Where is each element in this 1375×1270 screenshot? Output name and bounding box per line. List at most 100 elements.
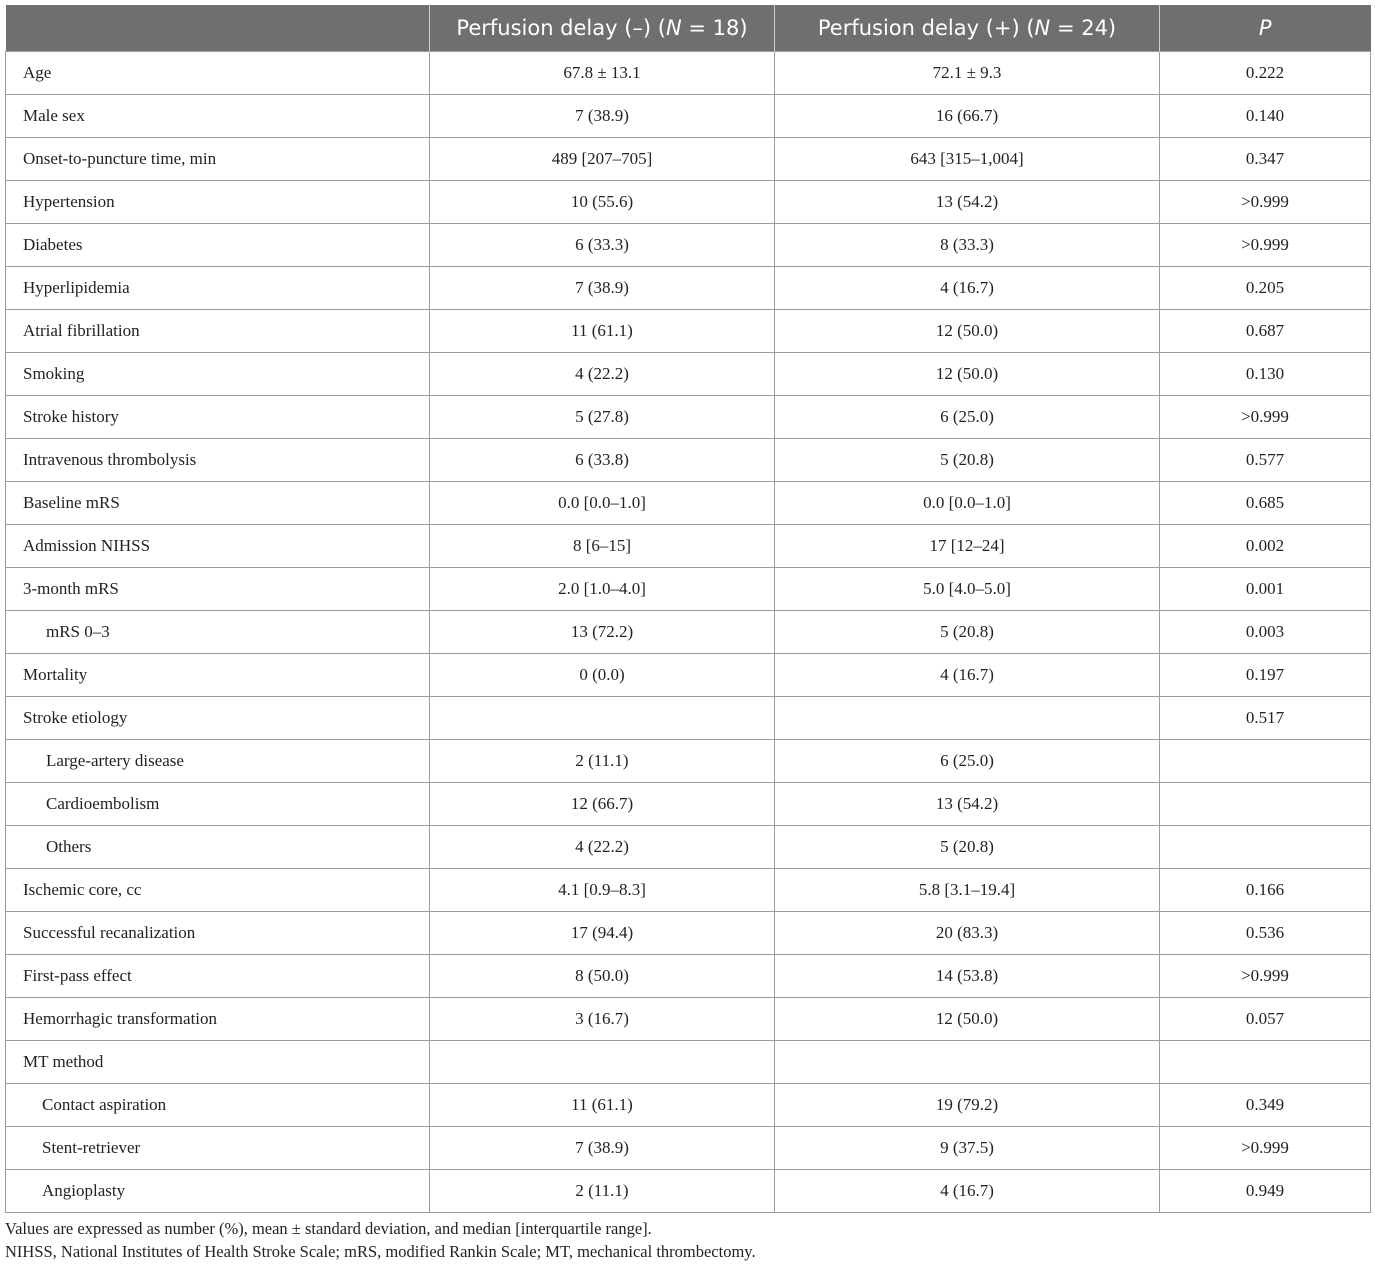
cell-no-delay: 5 (27.8)	[429, 395, 775, 439]
table-row: Ischemic core, cc 4.1 [0.9–8.3] 5.8 [3.1–1…	[5, 868, 1371, 912]
row-label: 3-month mRS	[5, 567, 430, 611]
cell-no-delay: 11 (61.1)	[429, 1083, 775, 1127]
row-label: Angioplasty	[5, 1169, 430, 1213]
table-row: Intravenous thrombolysis 6 (33.8) 5 (20.8)…	[5, 438, 1371, 482]
cell-no-delay: 0 (0.0)	[429, 653, 775, 697]
cell-p-value: 0.205	[1159, 266, 1371, 310]
cell-delay: 72.1 ± 9.3	[774, 51, 1160, 95]
table-row: Successful recanalization 17 (94.4) 20 (83…	[5, 911, 1371, 955]
row-label: Smoking	[5, 352, 430, 396]
cell-p-value: 0.347	[1159, 137, 1371, 181]
cell-delay: 12 (50.0)	[774, 997, 1160, 1041]
row-label: MT method	[5, 1040, 430, 1084]
table-row: Admission NIHSS 8 [6–15] 17 [12–24] 0.002	[5, 524, 1371, 568]
header-delay: Perfusion delay (+) (N = 24)	[774, 5, 1160, 52]
table-row: Baseline mRS 0.0 [0.0–1.0] 0.0 [0.0–1.0] 0.…	[5, 481, 1371, 525]
cell-no-delay: 11 (61.1)	[429, 309, 775, 353]
cell-delay: 12 (50.0)	[774, 309, 1160, 353]
cell-no-delay: 2 (11.1)	[429, 739, 775, 783]
header-delay-suffix: = 24)	[1050, 16, 1117, 40]
table-row: Onset-to-puncture time, min 489 [207–705]…	[5, 137, 1371, 181]
row-label: Hemorrhagic transformation	[5, 997, 430, 1041]
cell-no-delay: 67.8 ± 13.1	[429, 51, 775, 95]
row-label: Stent-retriever	[5, 1126, 430, 1170]
header-no-delay-prefix: Perfusion delay (–) (	[456, 16, 666, 40]
table-row: Stent-retriever 7 (38.9) 9 (37.5) >0.999	[5, 1126, 1371, 1170]
cell-delay: 6 (25.0)	[774, 395, 1160, 439]
table-row: Angioplasty 2 (11.1) 4 (16.7) 0.949	[5, 1169, 1371, 1213]
cell-delay: 20 (83.3)	[774, 911, 1160, 955]
cell-p-value: 0.001	[1159, 567, 1371, 611]
cell-no-delay: 7 (38.9)	[429, 266, 775, 310]
footnote-values: Values are expressed as number (%), mean…	[5, 1219, 652, 1238]
table-row: Hyperlipidemia 7 (38.9) 4 (16.7) 0.205	[5, 266, 1371, 310]
cell-p-value: >0.999	[1159, 223, 1371, 267]
cell-delay: 12 (50.0)	[774, 352, 1160, 396]
header-no-delay: Perfusion delay (–) (N = 18)	[429, 5, 775, 52]
row-label: Hyperlipidemia	[5, 266, 430, 310]
table-row: Contact aspiration 11 (61.1) 19 (79.2) 0.34…	[5, 1083, 1371, 1127]
cell-delay: 0.0 [0.0–1.0]	[774, 481, 1160, 525]
cell-no-delay	[429, 1040, 775, 1084]
cell-p-value: >0.999	[1159, 1126, 1371, 1170]
cell-delay: 13 (54.2)	[774, 180, 1160, 224]
cell-p-value: 0.166	[1159, 868, 1371, 912]
cell-no-delay: 4 (22.2)	[429, 825, 775, 869]
cell-no-delay: 7 (38.9)	[429, 94, 775, 138]
header-delay-prefix: Perfusion delay (+) (	[817, 16, 1035, 40]
cell-no-delay: 4.1 [0.9–8.3]	[429, 868, 775, 912]
table-body: Age 67.8 ± 13.1 72.1 ± 9.3 0.222 Male sex 7 (…	[5, 51, 1371, 1213]
table-row: Stroke etiology 0.517	[5, 696, 1371, 740]
table-row: Mortality 0 (0.0) 4 (16.7) 0.197	[5, 653, 1371, 697]
cell-no-delay: 489 [207–705]	[429, 137, 775, 181]
cell-delay: 16 (66.7)	[774, 94, 1160, 138]
cell-p-value	[1159, 825, 1371, 869]
row-label: Large-artery disease	[5, 739, 430, 783]
cell-p-value: 0.140	[1159, 94, 1371, 138]
cell-no-delay: 3 (16.7)	[429, 997, 775, 1041]
cell-delay: 19 (79.2)	[774, 1083, 1160, 1127]
cell-delay: 17 [12–24]	[774, 524, 1160, 568]
cell-p-value: 0.536	[1159, 911, 1371, 955]
row-label: Stroke history	[5, 395, 430, 439]
footnote-abbreviations: NIHSS, National Institutes of Health Str…	[5, 1242, 756, 1261]
cell-p-value: 0.197	[1159, 653, 1371, 697]
cell-p-value: 0.349	[1159, 1083, 1371, 1127]
cell-no-delay: 13 (72.2)	[429, 610, 775, 654]
cell-no-delay: 2.0 [1.0–4.0]	[429, 567, 775, 611]
header-p-value: P	[1159, 5, 1371, 52]
row-label: Mortality	[5, 653, 430, 697]
table-row: Diabetes 6 (33.3) 8 (33.3) >0.999	[5, 223, 1371, 267]
cell-delay: 5 (20.8)	[774, 610, 1160, 654]
cell-p-value: 0.685	[1159, 481, 1371, 525]
cell-p-value: 0.517	[1159, 696, 1371, 740]
row-label: Age	[5, 51, 430, 95]
cell-p-value	[1159, 739, 1371, 783]
data-table: Perfusion delay (–) (N = 18) Perfusion d…	[5, 5, 1371, 1213]
header-variable	[5, 5, 430, 52]
cell-delay: 4 (16.7)	[774, 653, 1160, 697]
cell-no-delay: 17 (94.4)	[429, 911, 775, 955]
cell-no-delay: 8 (50.0)	[429, 954, 775, 998]
cell-delay	[774, 696, 1160, 740]
cell-no-delay: 8 [6–15]	[429, 524, 775, 568]
table-footnotes: Values are expressed as number (%), mean…	[5, 1217, 1370, 1263]
row-label: Contact aspiration	[5, 1083, 430, 1127]
cell-delay: 4 (16.7)	[774, 1169, 1160, 1213]
row-label: Baseline mRS	[5, 481, 430, 525]
row-label: Cardioembolism	[5, 782, 430, 826]
table-row: Cardioembolism 12 (66.7) 13 (54.2)	[5, 782, 1371, 826]
row-label: Successful recanalization	[5, 911, 430, 955]
cell-p-value: 0.057	[1159, 997, 1371, 1041]
cell-p-value: >0.999	[1159, 954, 1371, 998]
cell-p-value: 0.577	[1159, 438, 1371, 482]
cell-delay: 9 (37.5)	[774, 1126, 1160, 1170]
cell-p-value: 0.687	[1159, 309, 1371, 353]
table-row: 3-month mRS 2.0 [1.0–4.0] 5.0 [4.0–5.0] 0.0…	[5, 567, 1371, 611]
cell-delay: 14 (53.8)	[774, 954, 1160, 998]
cell-no-delay: 7 (38.9)	[429, 1126, 775, 1170]
cell-no-delay: 12 (66.7)	[429, 782, 775, 826]
row-label: Intravenous thrombolysis	[5, 438, 430, 482]
cell-no-delay: 0.0 [0.0–1.0]	[429, 481, 775, 525]
row-label: Others	[5, 825, 430, 869]
